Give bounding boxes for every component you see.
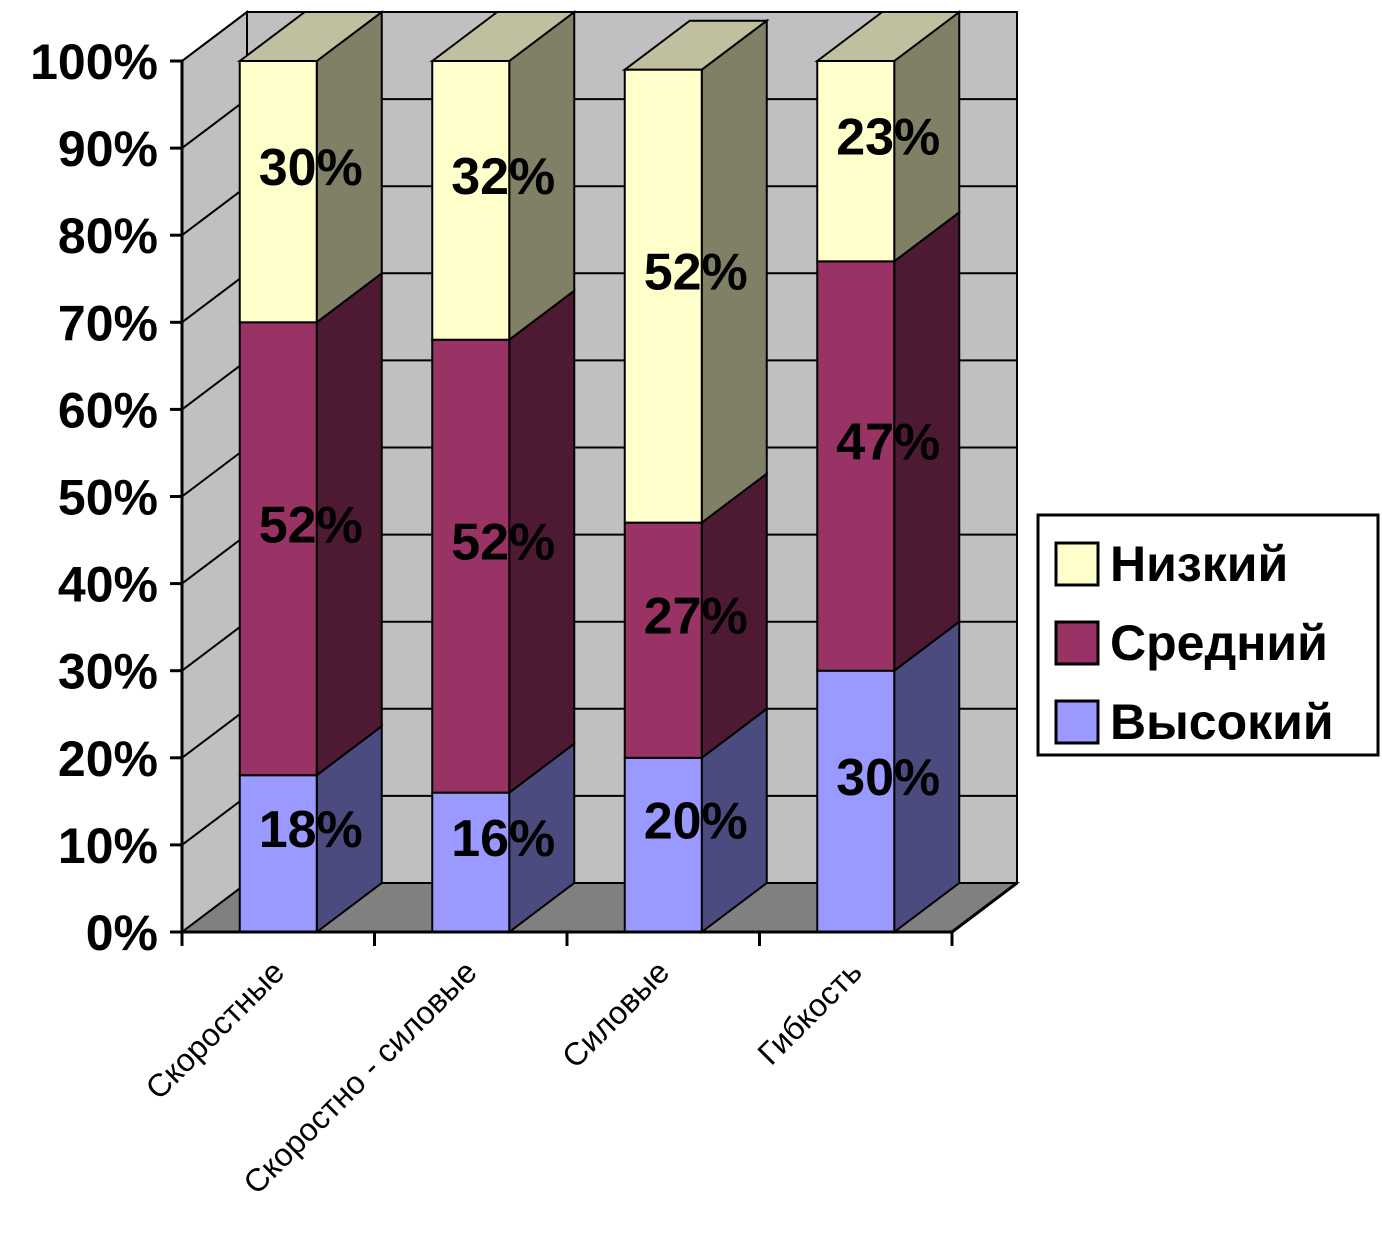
data-label: 52% (259, 496, 363, 554)
gridline-side (181, 533, 248, 585)
gridline-side (181, 185, 248, 236)
legend-swatch (1054, 541, 1100, 587)
gridline-side (181, 98, 248, 149)
data-label: 52% (451, 514, 555, 572)
gridline-side (181, 11, 248, 62)
y-tick-label: 0% (86, 905, 158, 961)
bar (816, 260, 896, 672)
gridline-side (181, 272, 248, 324)
bar (431, 60, 511, 341)
y-tick-label: 20% (58, 731, 158, 787)
data-label: 18% (259, 801, 363, 859)
gridline-side (181, 359, 248, 411)
legend-label: Средний (1110, 615, 1328, 671)
data-label: 52% (644, 244, 748, 302)
x-tick-label: Скоростные (138, 953, 291, 1106)
y-tick-label: 90% (58, 121, 158, 177)
chart-data-labels: 18% 52% 30% 16% 52% 32% 20% 27% 52% 30% 47% 23% (259, 109, 941, 868)
data-label: 47% (836, 414, 940, 472)
y-tick-label: 70% (58, 295, 158, 351)
bar (431, 338, 511, 794)
y-tick-label: 60% (58, 382, 158, 438)
gridline-side (181, 708, 248, 759)
y-tick-label: 100% (30, 34, 158, 90)
legend-swatch (1054, 699, 1100, 745)
data-label: 30% (836, 749, 940, 807)
gridline-side (181, 446, 248, 498)
legend-label: Низкий (1110, 536, 1288, 592)
y-tick-label: 30% (58, 644, 158, 700)
floor-edge (951, 881, 1018, 934)
bar (238, 60, 318, 324)
data-label: 27% (644, 588, 748, 646)
x-tick-label: Силовые (555, 953, 676, 1074)
bar (238, 774, 318, 933)
y-tick-label: 40% (58, 557, 158, 613)
data-label: 32% (451, 148, 555, 206)
y-tick-label: 10% (58, 818, 158, 874)
chart-bars (236, 9, 963, 935)
gridline-side (181, 795, 248, 846)
x-tick-label: Гибкость (750, 953, 868, 1071)
y-tick-label: 50% (58, 470, 158, 526)
bar (238, 321, 318, 777)
bar (816, 60, 896, 263)
gridline-side (181, 620, 248, 672)
bar (623, 756, 703, 933)
bar (816, 669, 896, 933)
data-label: 20% (644, 792, 748, 850)
y-tick-label: 80% (58, 208, 158, 264)
data-label: 16% (451, 810, 555, 868)
legend-label: Высокий (1110, 694, 1334, 750)
legend-swatch (1054, 620, 1100, 666)
chart-legend: Низкий Средний Высокий (1036, 513, 1380, 757)
data-label: 30% (259, 139, 363, 197)
data-label: 23% (836, 109, 940, 167)
bar (623, 68, 703, 524)
